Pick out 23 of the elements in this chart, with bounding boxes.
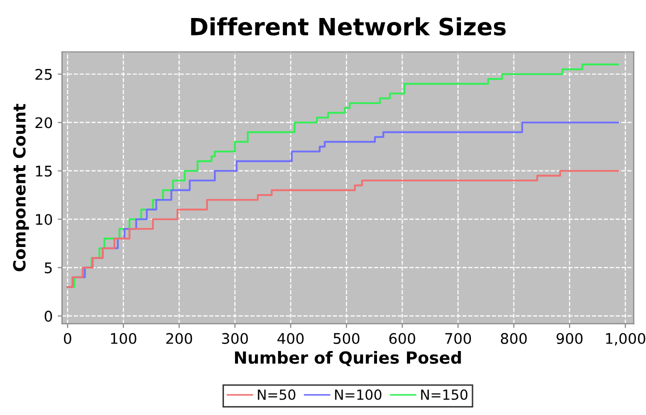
- x-tick-label: 600: [389, 332, 416, 344]
- x-tick-label: 300: [222, 332, 248, 344]
- y-tick-label: 15: [36, 166, 52, 177]
- y-tick-label: 10: [36, 214, 52, 225]
- x-tick-label: 0: [64, 332, 72, 344]
- legend-label: N=100: [335, 389, 382, 400]
- x-tick-label: 900: [556, 332, 583, 344]
- x-tick-label: 100: [111, 332, 136, 344]
- x-tick-label: 800: [500, 332, 527, 344]
- y-axis-title: Component Count: [13, 104, 29, 272]
- legend-label: N=150: [421, 389, 468, 400]
- x-axis-title: Number of Quries Posed: [235, 351, 461, 366]
- y-tick-label: 25: [36, 68, 52, 80]
- y-tick-label: 0: [44, 310, 52, 322]
- x-tick-label: 500: [334, 332, 360, 344]
- x-tick-label: 1,000: [606, 332, 646, 346]
- y-tick-label: 20: [36, 117, 52, 128]
- x-tick-label: 200: [166, 332, 192, 344]
- x-tick-label: 400: [277, 332, 304, 344]
- x-tick-label: 700: [445, 332, 471, 344]
- y-tick-label: 5: [44, 262, 52, 274]
- chart-title: Different Network Sizes: [191, 17, 506, 36]
- legend-label: N=50: [258, 389, 296, 400]
